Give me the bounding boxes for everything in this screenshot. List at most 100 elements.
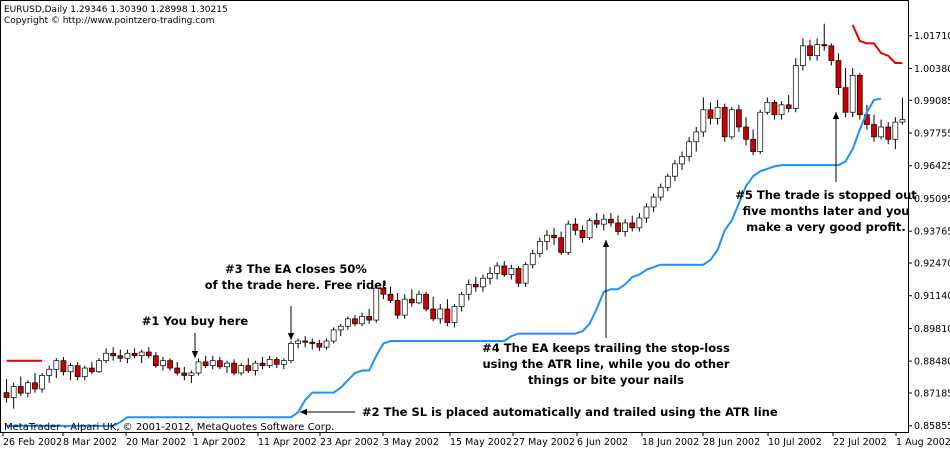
candle-body-bear — [750, 138, 756, 152]
candle-body-bull — [679, 156, 685, 165]
annotation-close-half: #3 The EA closes 50% of the trade here. F… — [205, 262, 387, 292]
candle — [558, 231, 565, 255]
date-tick-label: 11 Apr 2002 — [258, 437, 317, 448]
candle — [643, 203, 650, 223]
candle — [458, 291, 465, 312]
candle-body-bull — [600, 218, 607, 225]
candle — [807, 39, 813, 61]
candle — [373, 284, 380, 323]
candle-body-bear — [408, 298, 415, 304]
candle — [572, 218, 579, 236]
price-tick-label: 0.91140 — [914, 291, 950, 302]
price-axis[interactable]: 1.01710 1.00380 0.99085 0.97755 0.96425 0.950… — [908, 31, 950, 432]
date-tick-label: 1 Apr 2002 — [193, 437, 246, 448]
candle-body-bear — [551, 234, 557, 239]
candle — [401, 294, 408, 319]
candle — [600, 214, 607, 231]
date-tick-label: 20 Mar 2002 — [126, 437, 186, 448]
candle — [195, 358, 202, 376]
candle — [380, 280, 387, 300]
candle-body-bull — [373, 287, 380, 321]
candle — [878, 119, 884, 140]
candle — [131, 348, 138, 359]
annotation-close-half-line: #3 The EA closes 50% — [225, 262, 367, 276]
date-tick-label: 15 May 2002 — [450, 437, 512, 448]
price-tick-label: 0.93765 — [914, 227, 950, 238]
candle-body-bull — [124, 352, 131, 359]
candle — [74, 361, 81, 381]
candle — [757, 109, 764, 155]
candle — [472, 277, 479, 292]
candle — [89, 361, 95, 375]
candle-body-bear — [743, 126, 749, 140]
candle — [544, 230, 550, 250]
candle-body-bear — [444, 308, 451, 323]
candle-body-bull — [650, 196, 657, 208]
symbol-header: EURUSD,Daily 1.29346 1.30390 1.28998 1.3… — [4, 5, 228, 15]
time-axis[interactable]: 26 Feb 2002 8 Mar 2002 20 Mar 2002 1 Apr 20… — [2, 432, 950, 448]
candle — [366, 309, 373, 324]
candle — [252, 360, 259, 376]
candle-body-bear — [167, 360, 173, 369]
candle — [174, 361, 181, 376]
candle-body-bull — [281, 360, 287, 365]
candle-body-bull — [437, 308, 444, 320]
candle — [714, 99, 721, 125]
date-tick-label: 27 May 2002 — [513, 437, 575, 448]
candle-body-bear — [89, 367, 95, 373]
candle — [217, 356, 223, 370]
candle-body-bull — [814, 44, 820, 57]
atr-trailing-stop-line — [6, 97, 882, 427]
candle-body-bear — [32, 382, 38, 390]
candle-body-bull — [458, 293, 465, 307]
candle-body-bull — [672, 163, 678, 177]
candle — [110, 347, 117, 361]
candle — [487, 267, 493, 285]
candle-body-bear — [501, 265, 508, 275]
candle — [344, 316, 351, 330]
candle-body-bear — [615, 222, 621, 232]
candle-body-bull — [586, 220, 593, 239]
candle — [657, 183, 664, 201]
candle — [437, 304, 444, 324]
candle-body-bull — [508, 268, 515, 275]
candle-body-bull — [195, 361, 202, 374]
price-tick-label: 1.01710 — [914, 31, 950, 42]
candle-body-bear — [608, 218, 614, 224]
arrow-close-half-head — [287, 333, 295, 340]
candle-body-bull — [700, 109, 707, 133]
candle — [736, 104, 742, 132]
candle-body-bull — [643, 206, 650, 219]
annotation-stopped-out: #5 The trade is stopped out five months l… — [735, 188, 917, 234]
candle — [849, 67, 856, 118]
candle-body-bear — [217, 360, 223, 368]
arrow-sl-placed-head — [300, 408, 307, 416]
candle-body-bull — [544, 234, 550, 242]
candle-body-bear — [245, 365, 252, 371]
date-tick-label: 6 Jun 2002 — [577, 437, 628, 448]
candle — [273, 356, 280, 369]
candle — [586, 218, 593, 241]
candle — [750, 129, 756, 156]
candle — [17, 376, 24, 397]
candle — [295, 338, 301, 349]
candle — [408, 289, 415, 307]
candle-body-bear — [316, 343, 323, 348]
arrow-buy-head — [191, 351, 199, 358]
candle-body-bear — [572, 223, 579, 231]
candle-body-bull — [25, 382, 31, 394]
candle — [124, 349, 131, 364]
candle-body-bull — [529, 253, 536, 266]
date-tick-label: 3 May 2002 — [383, 437, 439, 448]
candle — [231, 359, 237, 376]
candle-body-bear — [821, 44, 828, 47]
candle-body-bull — [401, 298, 408, 316]
candle-body-bull — [657, 186, 664, 198]
copyright-header: Copyright © http://www.pointzero-trading… — [4, 16, 214, 26]
candle-body-bull — [209, 360, 216, 366]
candles-layer — [3, 23, 906, 409]
candle-body-bear — [259, 362, 266, 366]
platform-footer: MetaTrader - Alpari UK, © 2001-2012, Met… — [4, 422, 334, 433]
